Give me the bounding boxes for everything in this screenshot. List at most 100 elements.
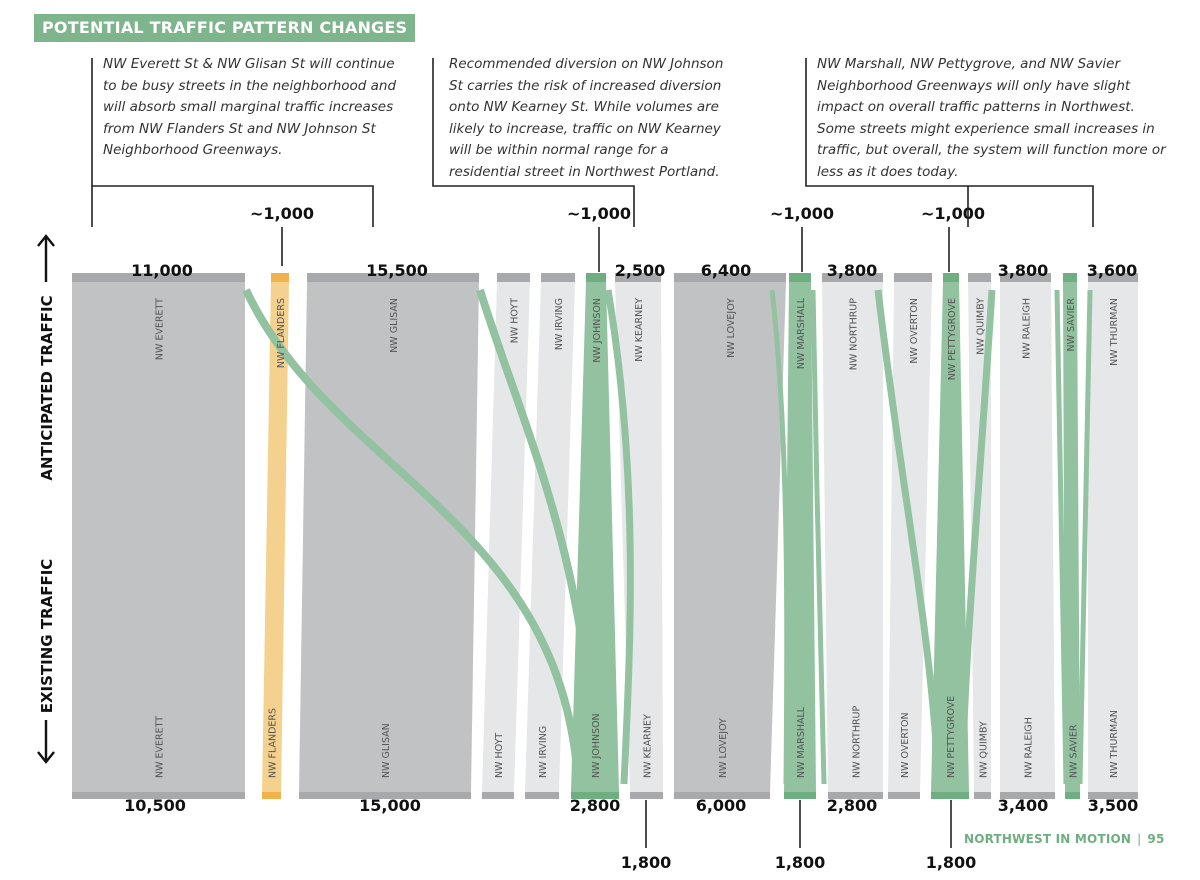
street-name-top-nw-savier: NW SAVIER	[1066, 298, 1077, 352]
street-name-top-nw-everett: NW EVERETT	[155, 298, 166, 360]
street-name-bottom-nw-kearney: NW KEARNEY	[643, 714, 654, 778]
street-name-top-nw-pettygrove: NW PETTYGROVE	[947, 298, 958, 380]
top-cap-nw-pettygrove	[943, 273, 959, 282]
flow-everett-to-johnson	[242, 288, 582, 781]
bottom-cap-nw-johnson	[571, 792, 619, 799]
bottom-cap-nw-glisan	[299, 792, 471, 799]
note-johnson-kearney: Recommended diversion on NW Johnson St c…	[449, 56, 724, 180]
street-band-nw-marshall	[784, 282, 816, 792]
top-cap-nw-overton	[894, 273, 932, 282]
street-band-nw-everett	[72, 282, 245, 792]
bottom-cap-nw-kearney	[630, 792, 663, 799]
street-name-bottom-nw-marshall: NW MARSHALL	[796, 706, 807, 778]
top-cap-nw-glisan	[307, 273, 479, 282]
existing-value-nw-johnson: 2,800	[570, 796, 621, 815]
anticipated-value-nw-pettygrove: ~1,000	[921, 204, 985, 223]
top-cap-nw-thurman	[1088, 273, 1138, 282]
street-band-nw-pettygrove	[931, 282, 969, 792]
existing-value-nw-kearney: 1,800	[621, 853, 672, 872]
bottom-cap-nw-overton	[888, 792, 920, 799]
street-band-nw-flanders	[262, 282, 289, 792]
anticipated-value-nw-raleigh: 3,800	[998, 261, 1049, 280]
street-name-bottom-nw-savier: NW SAVIER	[1069, 724, 1080, 778]
anticipated-value-nw-johnson: ~1,000	[567, 204, 631, 223]
bottom-cap-nw-flanders	[262, 792, 281, 799]
existing-value-nw-marshall: 1,800	[775, 853, 826, 872]
existing-value-nw-raleigh: 3,400	[998, 796, 1049, 815]
street-name-bottom-nw-northrup: NW NORTHRUP	[852, 705, 863, 778]
top-cap-nw-kearney	[615, 273, 661, 282]
top-cap-nw-hoyt	[497, 273, 530, 282]
anticipated-value-nw-marshall: ~1,000	[770, 204, 834, 223]
top-cap-nw-everett	[72, 273, 245, 282]
top-cap-nw-irving	[541, 273, 575, 282]
flow-northrup-to-pettygrove	[874, 289, 942, 785]
bottom-cap-nw-hoyt	[482, 792, 514, 799]
page-title: POTENTIAL TRAFFIC PATTERN CHANGES	[34, 14, 416, 42]
street-name-bottom-nw-hoyt: NW HOYT	[494, 733, 505, 778]
callout-line-note-3-bracket	[805, 58, 1094, 227]
street-name-top-nw-glisan: NW GLISAN	[389, 298, 400, 353]
flow-glisan-to-johnson	[476, 288, 598, 781]
note-everett-glisan: NW Everett St & NW Glisan St will contin…	[103, 56, 397, 158]
existing-value-nw-pettygrove: 1,800	[926, 853, 977, 872]
street-band-nw-raleigh	[1000, 282, 1055, 792]
street-name-bottom-nw-quimby: NW QUIMBY	[979, 721, 990, 778]
bottom-cap-nw-northrup	[828, 792, 883, 799]
street-name-top-nw-quimby: NW QUIMBY	[976, 298, 987, 355]
street-name-top-nw-thurman: NW THURMAN	[1109, 298, 1120, 366]
top-cap-nw-marshall	[789, 273, 811, 282]
street-name-bottom-nw-flanders: NW FLANDERS	[268, 708, 279, 778]
bottom-cap-nw-savier	[1065, 792, 1080, 799]
street-name-bottom-nw-johnson: NW JOHNSON	[591, 713, 602, 778]
bottom-cap-nw-marshall	[784, 792, 816, 799]
anticipated-value-nw-lovejoy: 6,400	[701, 261, 752, 280]
street-name-top-nw-raleigh: NW RALEIGH	[1022, 298, 1033, 359]
anticipated-value-nw-everett: 11,000	[131, 261, 193, 280]
axis-label-anticipated: ANTICIPATED TRAFFIC	[38, 295, 56, 480]
street-band-nw-lovejoy	[674, 282, 786, 792]
existing-value-nw-thurman: 3,500	[1088, 796, 1139, 815]
street-band-nw-savier	[1063, 282, 1080, 792]
footer-brand: NORTHWEST IN MOTION	[964, 832, 1132, 846]
top-cap-nw-johnson	[586, 273, 606, 282]
street-name-top-nw-overton: NW OVERTON	[909, 298, 920, 364]
street-band-nw-glisan	[299, 282, 479, 792]
anticipated-value-nw-thurman: 3,600	[1087, 261, 1138, 280]
street-name-bottom-nw-overton: NW OVERTON	[900, 712, 911, 778]
top-cap-nw-flanders	[271, 273, 289, 282]
bottom-cap-nw-quimby	[974, 792, 991, 799]
street-band-nw-northrup	[822, 282, 883, 792]
page-footer: NORTHWEST IN MOTION | 95	[964, 832, 1165, 846]
street-name-top-nw-flanders: NW FLANDERS	[276, 298, 287, 368]
callout-line-note-2-bracket	[432, 58, 635, 227]
top-cap-nw-quimby	[968, 273, 991, 282]
bottom-cap-nw-lovejoy	[674, 792, 770, 799]
street-name-top-nw-irving: NW IRVING	[554, 298, 565, 350]
street-name-top-nw-lovejoy: NW LOVEJOY	[726, 298, 737, 358]
bottom-cap-nw-thurman	[1088, 792, 1138, 799]
bottom-cap-nw-raleigh	[1000, 792, 1055, 799]
anticipated-value-nw-northrup: 3,800	[827, 261, 878, 280]
street-name-bottom-nw-irving: NW IRVING	[538, 726, 549, 778]
bottom-cap-nw-everett	[72, 792, 245, 799]
flow-johnson-to-kearney	[604, 289, 634, 785]
street-name-bottom-nw-lovejoy: NW LOVEJOY	[718, 718, 729, 778]
street-name-bottom-nw-everett: NW EVERETT	[155, 716, 166, 778]
street-name-top-nw-marshall: NW MARSHALL	[796, 297, 807, 369]
street-name-bottom-nw-thurman: NW THURMAN	[1109, 710, 1120, 778]
note-greenways: NW Marshall, NW Pettygrove, and NW Savie…	[817, 56, 1166, 180]
flow-quimby-to-pettygrove	[958, 289, 996, 785]
street-name-bottom-nw-glisan: NW GLISAN	[381, 723, 392, 778]
axis-label-existing: EXISTING TRAFFIC	[38, 559, 56, 714]
street-name-top-nw-johnson: NW JOHNSON	[592, 298, 603, 363]
callout-line-note-1-bracket	[92, 185, 374, 227]
street-name-bottom-nw-pettygrove: NW PETTYGROVE	[946, 696, 957, 778]
top-cap-nw-northrup	[822, 273, 883, 282]
flow-lovejoy-to-marshall	[769, 289, 790, 785]
top-cap-nw-savier	[1063, 273, 1077, 282]
bottom-cap-nw-irving	[525, 792, 559, 799]
anticipated-value-nw-glisan: 15,500	[366, 261, 428, 280]
street-name-top-nw-hoyt: NW HOYT	[510, 298, 521, 343]
street-band-nw-thurman	[1088, 282, 1138, 792]
